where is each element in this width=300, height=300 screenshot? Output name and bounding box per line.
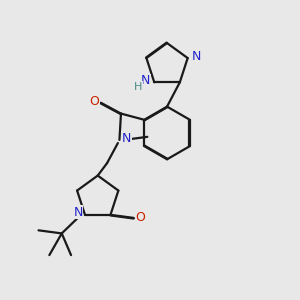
Text: O: O — [136, 212, 146, 224]
Text: N: N — [141, 74, 150, 87]
Text: O: O — [89, 95, 99, 108]
Text: N: N — [122, 132, 131, 145]
Text: N: N — [74, 206, 83, 219]
Text: N: N — [192, 50, 201, 63]
Text: H: H — [134, 82, 142, 92]
